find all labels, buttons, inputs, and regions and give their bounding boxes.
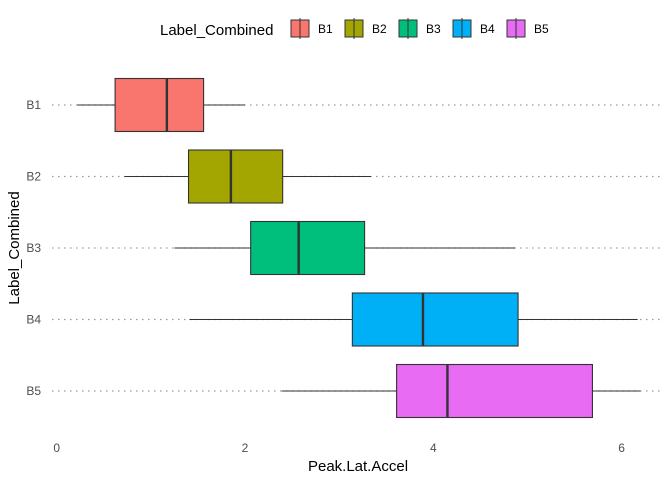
- x-tick-label: 4: [430, 441, 437, 455]
- box-iqr: [250, 220, 366, 276]
- legend: Label_Combined B1 B2 B3 B4 B5: [160, 18, 549, 39]
- legend-item-b2: B2: [344, 18, 387, 39]
- legend-label: B4: [480, 22, 495, 36]
- y-axis-title: Label_Combined: [6, 191, 23, 304]
- y-tick-label: B4: [26, 313, 41, 327]
- x-axis-title: Peak.Lat.Accel: [308, 458, 408, 475]
- legend-label: B5: [534, 22, 549, 36]
- legend-item-b3: B3: [398, 18, 441, 39]
- legend-label: B3: [426, 22, 441, 36]
- x-tick-label: 6: [618, 441, 625, 455]
- legend-item-b4: B4: [452, 18, 495, 39]
- box-iqr: [351, 292, 519, 347]
- boxes: [77, 77, 641, 419]
- box-b1: [77, 77, 246, 133]
- x-axis-tick-labels: 0 2 4 6: [53, 441, 625, 455]
- legend-items: B1 B2 B3 B4 B5: [290, 18, 549, 39]
- legend-item-b1: B1: [290, 18, 333, 39]
- box-iqr: [187, 149, 284, 204]
- y-tick-label: B1: [26, 98, 41, 112]
- y-tick-label: B2: [26, 170, 41, 184]
- y-tick-label: B3: [26, 241, 41, 255]
- legend-title: Label_Combined: [160, 22, 273, 39]
- box-b3: [174, 220, 516, 276]
- box-iqr: [114, 77, 205, 133]
- x-tick-label: 0: [53, 441, 60, 455]
- box-b5: [281, 363, 641, 419]
- y-tick-label: B5: [26, 384, 41, 398]
- box-b4: [189, 292, 638, 347]
- box-b2: [124, 149, 372, 204]
- x-tick-label: 2: [242, 441, 249, 455]
- legend-label: B1: [318, 22, 333, 36]
- box-iqr: [396, 363, 593, 419]
- legend-item-b5: B5: [506, 18, 549, 39]
- legend-label: B2: [372, 22, 387, 36]
- y-axis-tick-labels: B1 B2 B3 B4 B5: [26, 98, 41, 398]
